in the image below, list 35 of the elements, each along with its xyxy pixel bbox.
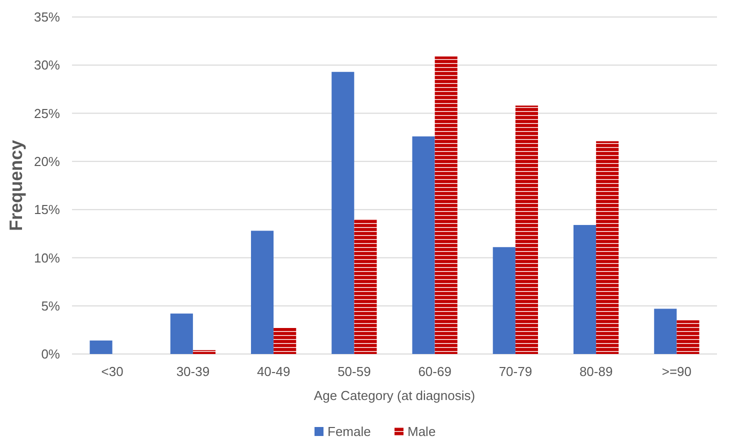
y-tick-label: 0% xyxy=(41,346,60,362)
legend-label: Female xyxy=(328,424,371,439)
x-tick-label: 70-79 xyxy=(498,364,532,379)
x-tick-label: 30-39 xyxy=(176,364,210,379)
bar xyxy=(515,106,538,354)
y-tick-label: 10% xyxy=(34,250,60,266)
bar xyxy=(492,247,516,354)
x-tick-label: 40-49 xyxy=(256,364,290,379)
x-tick-label: 60-69 xyxy=(418,364,452,379)
bar xyxy=(274,328,296,354)
bar xyxy=(90,340,112,354)
x-axis-title: Age Category (at diagnosis) xyxy=(314,388,476,403)
bar xyxy=(192,350,216,354)
legend-label: Male xyxy=(408,424,436,439)
bar xyxy=(332,72,354,354)
x-tick-label: 50-59 xyxy=(338,364,371,379)
x-tick-label: 80-89 xyxy=(579,364,613,379)
bar xyxy=(596,141,619,354)
bar xyxy=(250,230,274,354)
y-tick-label: 15% xyxy=(34,202,60,218)
bar xyxy=(676,320,700,354)
bar xyxy=(434,56,458,354)
y-tick-label: 5% xyxy=(41,298,60,314)
bar xyxy=(573,224,596,354)
x-tick-label: <30 xyxy=(101,364,124,379)
y-tick-label: 35% xyxy=(34,10,60,25)
y-axis-title: Frequency xyxy=(6,140,26,232)
x-tick-label: >=90 xyxy=(662,364,692,379)
y-tick-label: 30% xyxy=(34,58,60,73)
bar xyxy=(654,308,677,354)
bar xyxy=(170,314,193,354)
y-tick-label: 20% xyxy=(34,154,60,169)
y-tick-label: 25% xyxy=(34,106,60,121)
bar xyxy=(412,136,435,354)
bar xyxy=(354,219,377,354)
